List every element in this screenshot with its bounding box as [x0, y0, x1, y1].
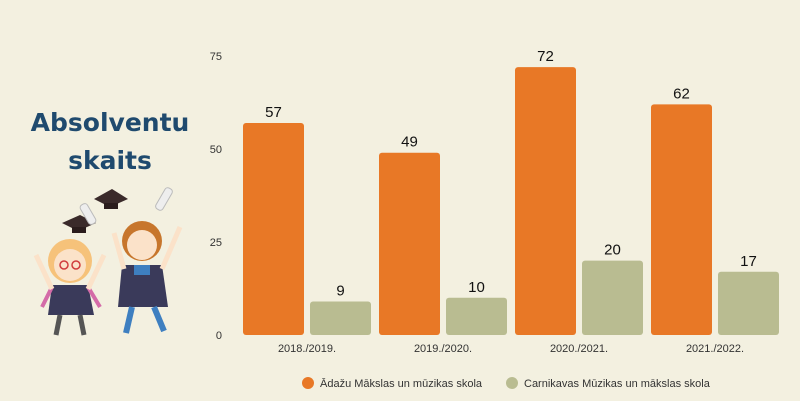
data-label: 20: [604, 242, 621, 259]
diploma-icon: [79, 203, 97, 225]
legend-swatch: [506, 377, 518, 389]
data-label: 9: [336, 283, 344, 300]
diploma-icon: [155, 187, 173, 211]
bar: [651, 104, 712, 335]
graduates-illustration: [33, 187, 183, 336]
chart-title: Absolventu skaits: [30, 108, 190, 175]
bar: [582, 260, 643, 335]
graduation-cap-icon: [94, 189, 128, 209]
bar: [446, 297, 507, 335]
x-tick-label: 2018./2019.: [278, 343, 336, 355]
legend-swatch: [302, 377, 314, 389]
bar: [718, 271, 779, 335]
bar: [515, 67, 576, 335]
boy-graduate: [111, 221, 183, 334]
data-label: 57: [265, 104, 282, 121]
girl-graduate: [33, 239, 107, 336]
data-label: 10: [468, 279, 485, 296]
y-tick-label: 25: [210, 237, 222, 249]
legend-label: Carnikavas Mūzikas un mākslas skola: [524, 378, 711, 390]
x-tick-label: 2021./2022.: [686, 343, 744, 355]
bar: [243, 122, 304, 336]
data-label: 72: [537, 48, 554, 65]
data-label: 62: [673, 85, 690, 102]
bar: [310, 301, 371, 335]
y-tick-label: 75: [210, 51, 222, 63]
legend-label: Ādažu Mākslas un mūzikas skola: [320, 378, 483, 390]
x-tick-label: 2019./2020.: [414, 343, 472, 355]
y-tick-label: 0: [216, 330, 222, 342]
data-label: 49: [401, 134, 418, 151]
x-tick-label: 2020./2021.: [550, 343, 608, 355]
y-tick-label: 50: [210, 144, 222, 156]
data-label: 17: [740, 253, 757, 270]
bar: [379, 152, 440, 335]
